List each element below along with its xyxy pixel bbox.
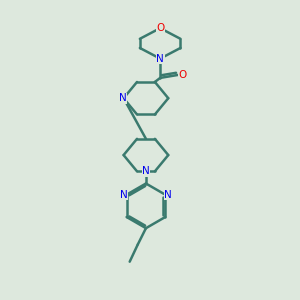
Text: N: N [164,190,172,200]
Text: N: N [119,93,127,103]
Text: N: N [142,166,150,176]
Text: N: N [120,190,128,200]
Text: N: N [156,54,164,64]
Text: O: O [156,23,164,33]
Text: O: O [178,70,187,80]
